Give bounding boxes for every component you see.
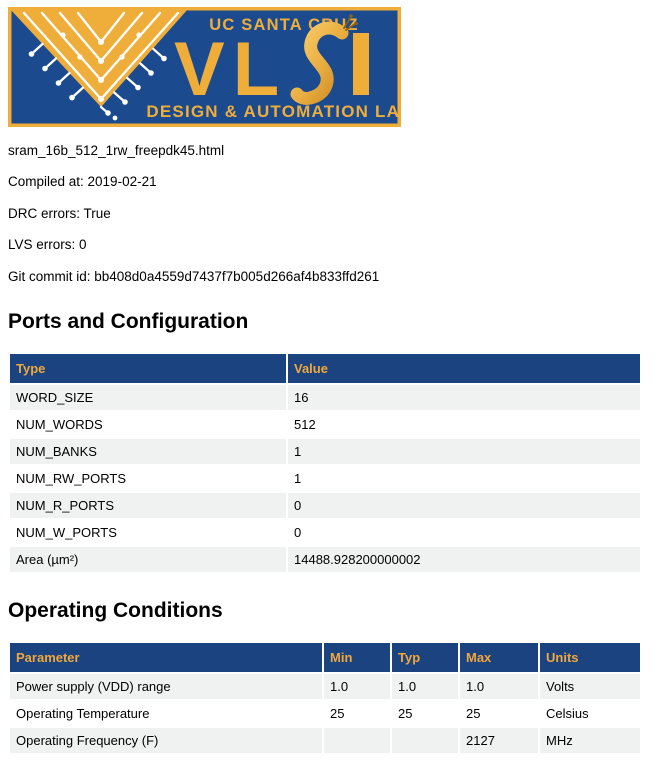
lvs-errors-line: LVS errors: 0 — [8, 237, 87, 252]
column-header: Parameter — [10, 642, 322, 672]
drc-errors-line: DRC errors: True — [8, 205, 111, 221]
table-row: NUM_WORDS 512 — [10, 411, 640, 437]
table-cell: NUM_R_PORTS — [10, 492, 286, 518]
table-cell: Operating Temperature — [10, 700, 322, 726]
table-row: WORD_SIZE 16 — [10, 384, 640, 410]
ports-section-title: Ports and Configuration — [8, 309, 249, 333]
vlsi-lab-logo-graphic: UC SANTA CRUZ VL DESIGN & AUTOMATION LAB — [8, 7, 401, 127]
table-cell: NUM_RW_PORTS — [10, 465, 286, 491]
logo-lab-text: DESIGN & AUTOMATION LAB — [146, 102, 401, 121]
circuit-triangle-icon — [10, 9, 188, 121]
table-row: NUM_W_PORTS 0 — [10, 519, 640, 545]
logo-i-letter — [353, 33, 369, 95]
table-cell: WORD_SIZE — [10, 384, 286, 410]
table-cell: 1.0 — [392, 673, 458, 699]
column-header: Min — [324, 642, 390, 672]
logo-vl-letters: VL — [174, 27, 287, 112]
table-cell: 2127 — [460, 727, 538, 753]
header-row: Parameter Min Typ Max Units — [10, 642, 640, 672]
column-header: Units — [540, 642, 640, 672]
table-cell: Volts — [540, 673, 640, 699]
table-cell: Area (µm²) — [10, 546, 286, 572]
table-row: Operating Frequency (F) 2127 MHz — [10, 727, 640, 753]
table-cell: 0 — [288, 492, 640, 518]
table-cell: NUM_BANKS — [10, 438, 286, 464]
report-filename: sram_16b_512_1rw_freepdk45.html — [8, 142, 225, 158]
table-cell: Power supply (VDD) range — [10, 673, 322, 699]
table-cell: NUM_WORDS — [10, 411, 286, 437]
table-cell: 512 — [288, 411, 640, 437]
operating-section-title: Operating Conditions — [8, 598, 223, 622]
table-cell: 0 — [288, 519, 640, 545]
table-row: Area (µm²) 14488.928200000002 — [10, 546, 640, 572]
table-cell: Celsius — [540, 700, 640, 726]
column-header: Max — [460, 642, 538, 672]
compiled-at-line: Compiled at: 2019-02-21 — [8, 174, 157, 189]
column-header: Type — [10, 353, 286, 383]
table-cell: 1.0 — [324, 673, 390, 699]
column-header: Typ — [392, 642, 458, 672]
table-cell — [324, 727, 390, 753]
table-cell: 1 — [288, 465, 640, 491]
table-cell: 25 — [392, 700, 458, 726]
table-row: Power supply (VDD) range 1.0 1.0 1.0 Volts — [10, 673, 640, 699]
table-cell: Operating Frequency (F) — [10, 727, 322, 753]
table-cell: 25 — [460, 700, 538, 726]
table-row: Operating Temperature 25 25 25 Celsius — [10, 700, 640, 726]
table-row: NUM_RW_PORTS 1 — [10, 465, 640, 491]
git-commit-line: Git commit id: bb408d0a4559d7437f7b005d2… — [8, 268, 380, 284]
table-cell: 1 — [288, 438, 640, 464]
table-row: NUM_R_PORTS 0 — [10, 492, 640, 518]
ports-table: Type Value WORD_SIZE 16 NUM_WORDS 512 NUM_BANK… — [8, 352, 642, 574]
operating-table: Parameter Min Typ Max Units Power supply (VDD… — [8, 641, 642, 755]
table-row: NUM_BANKS 1 — [10, 438, 640, 464]
banana-slug-s-icon — [290, 14, 358, 105]
table-cell: 16 — [288, 384, 640, 410]
vlsi-lab-logo: UC SANTA CRUZ VL DESIGN & AUTOMATION LAB — [8, 7, 642, 127]
table-cell: 1.0 — [460, 673, 538, 699]
table-cell: 25 — [324, 700, 390, 726]
logo-frame — [8, 7, 401, 127]
column-header: Value — [288, 353, 640, 383]
table-cell: NUM_W_PORTS — [10, 519, 286, 545]
table-cell: MHz — [540, 727, 640, 753]
table-cell: 14488.928200000002 — [288, 546, 640, 572]
header-row: Type Value — [10, 353, 640, 383]
table-cell — [392, 727, 458, 753]
